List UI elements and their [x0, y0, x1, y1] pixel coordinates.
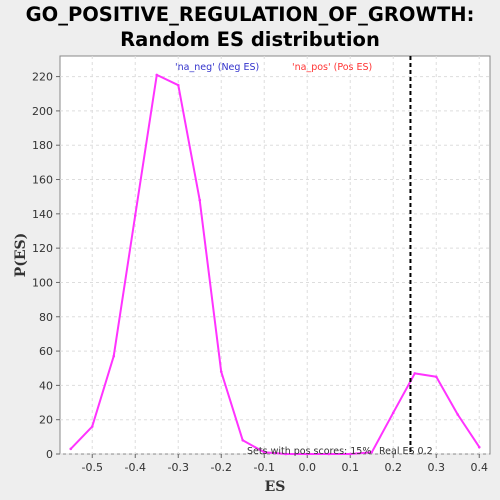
data-point — [133, 214, 137, 217]
grid-lines — [60, 56, 490, 455]
data-point — [391, 411, 395, 415]
chart-title-line-1: GO_POSITIVE_REGULATION_OF_GROWTH: — [25, 3, 475, 26]
chart-title: GO_POSITIVE_REGULATION_OF_GROWTH: Random… — [0, 2, 500, 52]
legend-pos-es: 'na_pos' (Pos ES) — [292, 62, 372, 73]
data-point — [305, 452, 309, 456]
x-axis-ticks: -0.5 -0.4 -0.3 -0.2 -0.1 0.0 0.1 0.2 0.3 0.4 — [82, 454, 488, 474]
y-tick-label: 80 — [39, 311, 53, 324]
data-point — [413, 372, 417, 375]
chart-title-line-2: Random ES distribution — [120, 28, 380, 51]
data-point — [348, 452, 352, 456]
x-axis-label: ES — [265, 479, 286, 495]
x-tick-label: 0.4 — [471, 461, 489, 474]
data-point — [434, 375, 438, 379]
x-tick-label: -0.2 — [211, 461, 232, 474]
y-tick-label: 40 — [39, 379, 53, 392]
data-point — [456, 413, 460, 416]
x-tick-label: 0.1 — [342, 461, 360, 474]
data-point — [219, 370, 223, 373]
data-point — [198, 198, 202, 202]
data-point — [262, 450, 266, 454]
x-tick-label: -0.4 — [125, 461, 146, 474]
y-tick-label: 200 — [32, 105, 53, 118]
legend-neg-es: 'na_neg' (Neg ES) — [175, 62, 259, 73]
data-point — [112, 354, 116, 358]
y-tick-label: 20 — [39, 414, 53, 427]
y-tick-label: 100 — [32, 276, 53, 289]
y-tick-label: 120 — [32, 242, 53, 255]
data-point — [477, 445, 481, 449]
y-tick-label: 0 — [46, 448, 53, 461]
x-tick-label: 0.2 — [385, 461, 403, 474]
y-tick-label: 140 — [32, 208, 53, 221]
x-tick-label: 0.0 — [299, 461, 317, 474]
data-point — [155, 73, 159, 77]
real-es-annotation: Real ES 0.2 — [379, 446, 433, 457]
y-axis-label: P(ES) — [13, 233, 29, 278]
data-point — [69, 447, 73, 451]
plot-area — [59, 55, 491, 455]
y-tick-label: 220 — [32, 71, 53, 84]
pos-scores-annotation: Sets with pos scores: 15% — [247, 446, 371, 457]
y-tick-label: 60 — [39, 345, 53, 358]
y-tick-label: 180 — [32, 139, 53, 152]
data-point — [241, 438, 245, 442]
y-axis-ticks: 0 20 40 60 80 100 120 140 160 180 200 220 — [32, 71, 60, 461]
data-point — [90, 425, 94, 428]
x-tick-label: -0.3 — [168, 461, 189, 474]
data-point — [327, 452, 331, 456]
x-tick-label: -0.1 — [254, 461, 275, 474]
data-point — [284, 452, 288, 456]
x-tick-label: -0.5 — [82, 461, 103, 474]
data-point — [370, 450, 374, 454]
data-point — [176, 83, 180, 87]
x-tick-label: 0.3 — [428, 461, 446, 474]
y-tick-label: 160 — [32, 174, 53, 187]
